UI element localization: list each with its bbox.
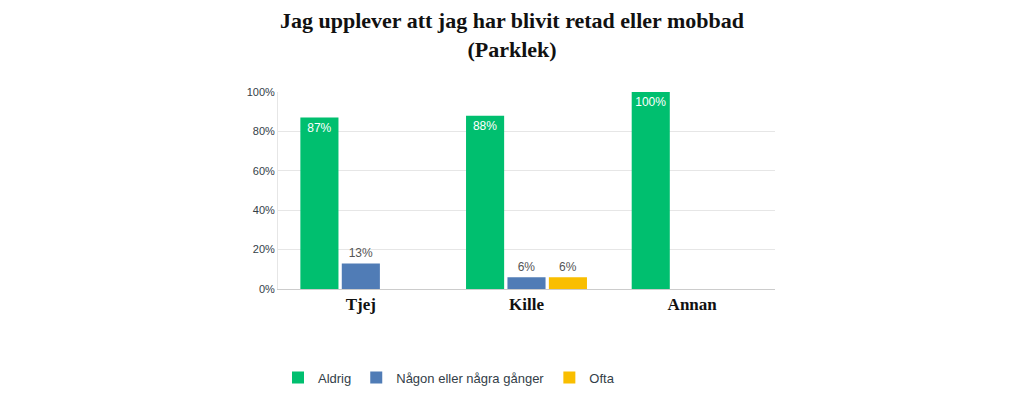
svg-text:100%: 100% xyxy=(247,86,275,98)
svg-text:Aldrig: Aldrig xyxy=(318,371,351,386)
svg-text:0%: 0% xyxy=(259,283,275,295)
svg-text:Någon eller några gånger: Någon eller några gånger xyxy=(396,371,544,386)
svg-text:Kille: Kille xyxy=(509,295,544,314)
svg-text:100%: 100% xyxy=(635,95,666,109)
svg-text:40%: 40% xyxy=(253,204,275,216)
svg-text:Annan: Annan xyxy=(668,295,718,314)
svg-text:6%: 6% xyxy=(518,260,536,274)
svg-text:88%: 88% xyxy=(473,119,497,133)
svg-text:20%: 20% xyxy=(253,243,275,255)
svg-text:13%: 13% xyxy=(349,246,373,260)
svg-text:60%: 60% xyxy=(253,165,275,177)
svg-text:87%: 87% xyxy=(307,121,331,135)
svg-text:6%: 6% xyxy=(559,260,577,274)
svg-text:Jag upplever att jag har blivi: Jag upplever att jag har blivit retad el… xyxy=(280,8,744,62)
svg-text:Tjej: Tjej xyxy=(346,295,376,314)
svg-text:80%: 80% xyxy=(253,125,275,137)
svg-text:Ofta: Ofta xyxy=(589,371,614,386)
